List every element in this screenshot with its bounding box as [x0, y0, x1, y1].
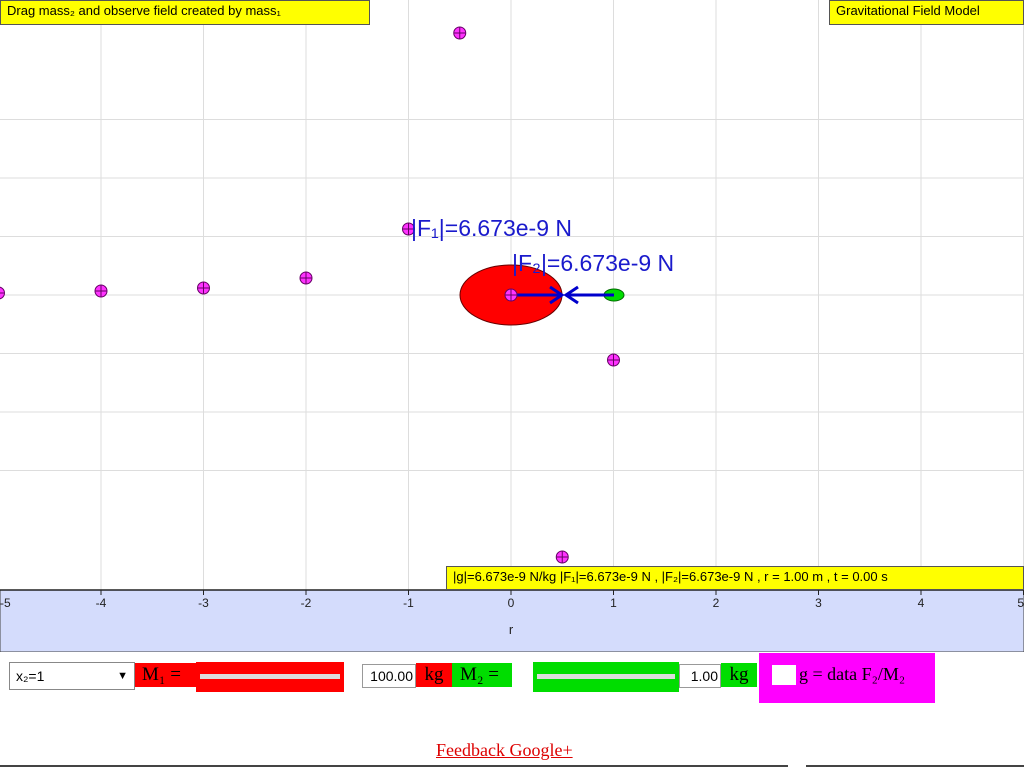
feedback-link[interactable]: Feedback Google+ [436, 740, 573, 760]
m2-slider-track [537, 674, 675, 679]
x-axis-ticks: -5 -4 -3 -2 -1 0 1 2 3 4 5 [0, 590, 1024, 610]
data-point[interactable] [402, 222, 415, 236]
plot-background [0, 0, 1024, 652]
x-tick-label: 2 [713, 596, 720, 610]
f2-label: |F₂|=6.673e-9 N [512, 250, 674, 276]
x-tick-label: -3 [198, 596, 209, 610]
status-readout: |g|=6.673e-9 N/kg |F₁|=6.673e-9 N , |F₂|… [446, 566, 1024, 590]
field-checkbox-label: g = data F₂/M₂ [799, 664, 906, 684]
data-point[interactable] [197, 281, 210, 295]
m1-slider[interactable] [196, 662, 344, 692]
m1-slider-track [200, 674, 340, 679]
f2-arrow-head [563, 285, 579, 305]
x-tick-label: -1 [403, 596, 414, 610]
x-tick-label: -4 [96, 596, 107, 610]
m1-unit: kg [416, 663, 452, 687]
f1-label: |F₁|=6.673e-9 N [411, 215, 572, 241]
m1-label: M₁ = [135, 663, 196, 687]
x-tick-label: 0 [508, 596, 515, 610]
f1-arrow-head [549, 285, 565, 305]
mass1-center-marker[interactable] [504, 288, 518, 302]
bottom-divider-right [806, 765, 1024, 767]
field-checkbox-panel[interactable]: g = data F₂/M₂ [759, 653, 935, 703]
chevron-down-icon: ▼ [117, 670, 128, 682]
data-point[interactable] [0, 286, 5, 300]
instruction-banner: Drag mass₂ and observe field created by … [0, 0, 370, 25]
m2-label: M₂ = [452, 663, 512, 687]
bottom-divider-left [0, 765, 788, 767]
field-checkbox[interactable] [772, 665, 796, 685]
data-point[interactable] [453, 26, 467, 40]
data-point[interactable] [607, 353, 620, 367]
x-tick-label: 4 [918, 596, 925, 610]
x-tick-label: 5 [1017, 596, 1024, 610]
x-tick-label: 1 [610, 596, 617, 610]
x-tick-label: -5 [0, 596, 11, 610]
x-tick-label: 3 [815, 596, 822, 610]
data-point[interactable] [555, 550, 569, 564]
position-select[interactable]: x₂=1 ▼ [9, 662, 135, 690]
m2-unit: kg [721, 663, 757, 687]
data-point[interactable] [94, 284, 108, 298]
m2-value-input[interactable]: 1.00 [679, 664, 721, 688]
model-title: Gravitational Field Model [829, 0, 1024, 25]
force-arrows [511, 285, 614, 305]
data-points [0, 26, 620, 564]
field-plot[interactable]: -5 -4 -3 -2 -1 0 1 2 3 4 5 r |F₁|=6.673e-9 N |F₂|=… [0, 0, 1024, 652]
position-select-value: x₂=1 [16, 668, 45, 684]
m2-slider[interactable] [533, 662, 679, 692]
x-axis-label: r [509, 622, 514, 637]
x-tick-label: -2 [301, 596, 312, 610]
m1-value-input[interactable]: 100.00 [362, 664, 416, 688]
data-point[interactable] [299, 271, 313, 285]
